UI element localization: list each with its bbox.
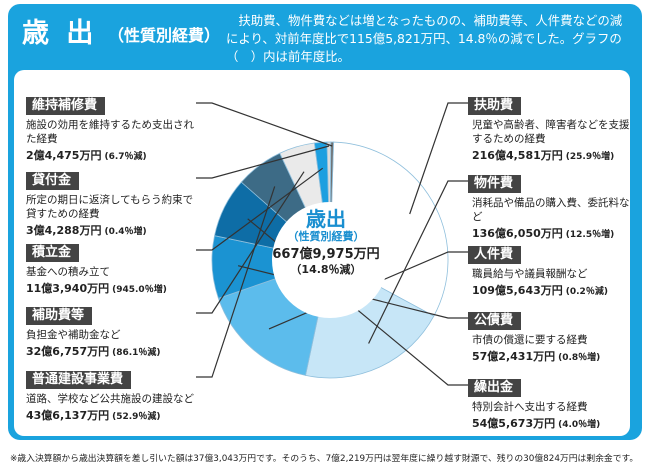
- item-kosaihi: 公債費 市債の償還に要する経費 57億2,431万円 (0.8％増): [468, 309, 633, 366]
- page-title: 歳 出: [22, 18, 98, 49]
- item-change: (25.9％増): [565, 152, 615, 162]
- item-amount: 11億3,940万円 (945.0％増): [26, 282, 167, 295]
- pie-center-hole: [272, 202, 388, 318]
- item-fujohi: 扶助費 児童や高齢者、障害者などを支援するための経費 216億4,581万円 (2…: [468, 94, 633, 165]
- item-jinkenhi: 人件費 職員給与や議員報酬など 109億5,643万円 (0.2％減): [468, 243, 633, 300]
- item-label: 公債費: [468, 312, 522, 330]
- item-amount: 109億5,643万円 (0.2％減): [472, 284, 608, 297]
- header-description: 扶助費、物件費などは増となったものの、補助費等、人件費などの減により、対前年度比…: [226, 13, 623, 64]
- item-ijihoshuhi: 維持補修費 施設の効用を維持するため支出された経費 2億4,475万円 (6.7％…: [26, 94, 196, 165]
- item-description: 基金への積み立て: [26, 266, 110, 278]
- center-title: 歳出: [306, 207, 346, 231]
- item-label: 物件費: [468, 175, 522, 193]
- item-amount: 43億6,137万円 (52.9％減): [26, 409, 161, 422]
- item-amount: 136億6,050万円 (12.5％増): [472, 227, 615, 240]
- leader-line-ijihoshuhi: [196, 102, 333, 147]
- item-description: 職員給与や議員報酬など: [472, 268, 588, 280]
- item-label: 扶助費: [468, 97, 522, 115]
- item-label: 普通建設事業費: [26, 371, 132, 389]
- item-hojohito: 補助費等 負担金や補助金など 32億6,757万円 (86.1％減): [26, 304, 196, 361]
- item-description: 施設の効用を維持するため支出された経費: [26, 119, 194, 145]
- item-bukkenhi: 物件費 消耗品や備品の購入費、委託料など 136億6,050万円 (12.5％増): [468, 172, 633, 243]
- item-label: 人件費: [468, 246, 522, 264]
- item-description: 消耗品や備品の購入費、委託料など: [472, 197, 630, 223]
- item-amount: 57億2,431万円 (0.8％増): [472, 350, 601, 363]
- leader-line-futsukensetsu: [196, 186, 276, 378]
- item-amount: 54億5,673万円 (4.0％増): [472, 417, 601, 430]
- item-change: (4.0％増): [558, 420, 601, 430]
- item-kashitsukekin: 貸付金 所定の期日に返済してもらう約束で貸すための経費 3億4,288万円 (0.…: [26, 169, 196, 240]
- pie-center-label: 歳出 （性質別経費） 667億9,975万円 （14.8％減）: [262, 208, 390, 277]
- item-kuridashikin: 繰出金 特別会計へ支出する経費 54億5,673万円 (4.0％増): [468, 376, 633, 433]
- item-amount: 3億4,288万円 (0.4％増): [26, 224, 147, 237]
- item-change: (6.7％減): [104, 152, 147, 162]
- item-label: 貸付金: [26, 172, 80, 190]
- leader-line-bukkenhi: [368, 180, 468, 344]
- item-change: (12.5％増): [565, 230, 615, 240]
- footnote: ※歳入決算額から歳出決算額を差し引いた額は37億3,043万円です。そのうち、7…: [10, 454, 639, 464]
- center-change: （14.8％減）: [290, 263, 362, 276]
- leader-line-tsumitatekin: [196, 167, 324, 251]
- item-change: (0.8％増): [558, 353, 601, 363]
- leader-line-fujohi: [409, 102, 468, 215]
- leader-line-kashitsukekin: [196, 145, 330, 179]
- item-label: 補助費等: [26, 307, 93, 325]
- item-description: 所定の期日に返済してもらう約束で貸すための経費: [26, 194, 194, 220]
- item-description: 特別会計へ支出する経費: [472, 401, 588, 413]
- item-label: 繰出金: [468, 379, 522, 397]
- item-description: 児童や高齢者、障害者などを支援するための経費: [472, 119, 630, 145]
- center-total: 667億9,975万円: [272, 247, 380, 262]
- item-amount: 2億4,475万円 (6.7％減): [26, 149, 147, 162]
- page-subtitle: （性質別経費）: [108, 26, 221, 45]
- leader-line-hojohito: [196, 171, 305, 314]
- item-change: (52.9％減): [112, 412, 161, 422]
- item-description: 市債の償還に要する経費: [472, 334, 588, 346]
- item-label: 積立金: [26, 244, 80, 262]
- item-description: 負担金や補助金など: [26, 329, 121, 341]
- item-change: (945.0％増): [112, 285, 167, 295]
- item-tsumitatekin: 積立金 基金への積み立て 11億3,940万円 (945.0％増): [26, 241, 196, 298]
- item-futsukensetsu: 普通建設事業費 道路、学校など公共施設の建設など 43億6,137万円 (52.9…: [26, 368, 201, 425]
- center-subtitle: （性質別経費）: [287, 230, 365, 243]
- item-label: 維持補修費: [26, 97, 106, 115]
- item-change: (0.4％増): [104, 227, 147, 237]
- item-change: (0.2％減): [565, 287, 608, 297]
- item-amount: 32億6,757万円 (86.1％減): [26, 345, 161, 358]
- item-amount: 216億4,581万円 (25.9％増): [472, 149, 615, 162]
- item-change: (86.1％減): [112, 348, 161, 358]
- item-description: 道路、学校など公共施設の建設など: [26, 393, 194, 405]
